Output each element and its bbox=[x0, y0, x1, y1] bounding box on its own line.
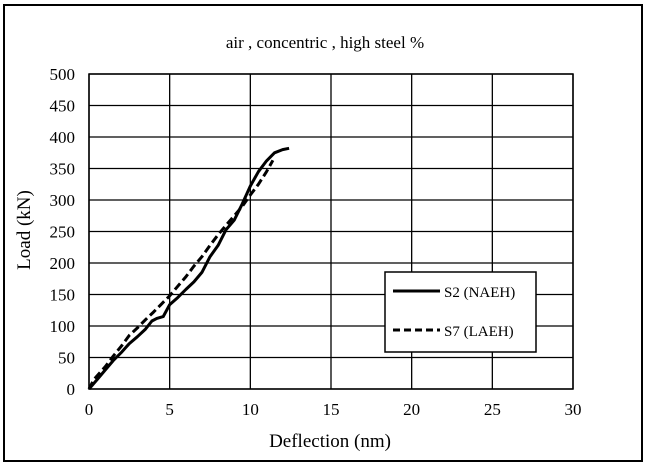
y-tick-label: 300 bbox=[50, 191, 76, 210]
tick-labels: 0 50 100 150 200 250 300 350 400 450 500 0 5 10 15 20 25… bbox=[50, 65, 582, 419]
legend: S2 (NAEH) S7 (LAEH) bbox=[384, 271, 537, 353]
y-axis-label: Load (kN) bbox=[14, 190, 35, 270]
y-tick-label: 150 bbox=[50, 286, 76, 305]
y-tick-label: 100 bbox=[50, 317, 76, 336]
series-line-0 bbox=[87, 146, 290, 390]
series-layer bbox=[87, 146, 290, 390]
legend-label-s7: S7 (LAEH) bbox=[444, 324, 514, 340]
series-line-1 bbox=[87, 159, 275, 390]
y-tick-label: 0 bbox=[67, 380, 76, 399]
x-axis-label: Deflection (nm) bbox=[269, 431, 391, 452]
x-tick-label: 5 bbox=[165, 400, 174, 419]
y-tick-label: 450 bbox=[50, 97, 76, 116]
y-tick-label: 250 bbox=[50, 223, 76, 242]
x-tick-label: 15 bbox=[323, 400, 340, 419]
y-tick-label: 50 bbox=[58, 349, 75, 368]
y-tick-label: 200 bbox=[50, 254, 76, 273]
y-tick-label: 400 bbox=[50, 128, 76, 147]
x-tick-label: 30 bbox=[565, 400, 582, 419]
y-tick-label: 350 bbox=[50, 160, 76, 179]
legend-label-s2: S2 (NAEH) bbox=[444, 285, 515, 301]
y-tick-label: 500 bbox=[50, 65, 76, 84]
x-tick-label: 10 bbox=[242, 400, 259, 419]
legend-box bbox=[384, 271, 537, 353]
chart-title: air , concentric , high steel % bbox=[226, 33, 424, 52]
plot-area bbox=[88, 73, 574, 390]
chart-frame bbox=[3, 4, 643, 462]
x-tick-label: 20 bbox=[403, 400, 420, 419]
x-tick-label: 0 bbox=[85, 400, 94, 419]
x-tick-label: 25 bbox=[484, 400, 501, 419]
